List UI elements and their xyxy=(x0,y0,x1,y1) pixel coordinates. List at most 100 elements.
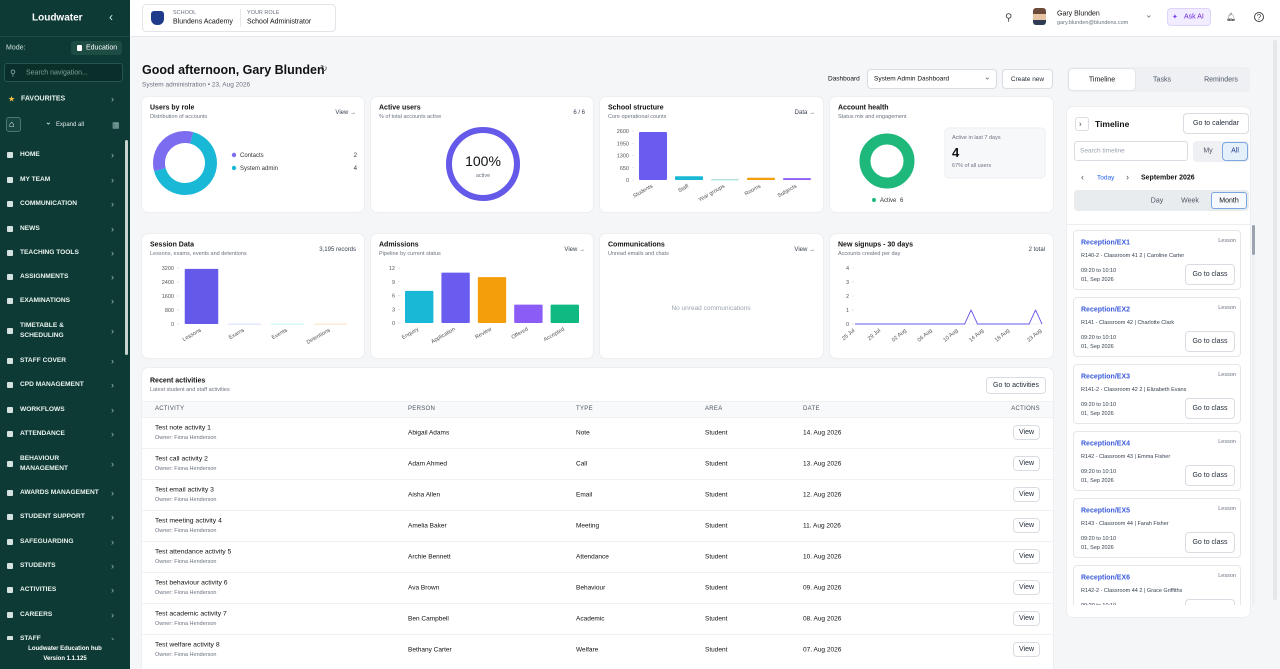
nav-item[interactable]: ASSIGNMENTS xyxy=(20,273,69,280)
event-title[interactable]: Reception/EX3 xyxy=(1081,373,1131,381)
chevron: › xyxy=(111,224,114,234)
nav-item[interactable]: STUDENT SUPPORT xyxy=(20,513,85,520)
nav-item[interactable]: COMMUNICATION xyxy=(20,200,78,207)
chevron-down: ⌄ xyxy=(45,117,52,127)
home-button[interactable] xyxy=(6,117,21,132)
go-to-class-button[interactable]: Go to class xyxy=(1185,331,1235,352)
nav-icon xyxy=(7,358,13,364)
view-button[interactable]: View xyxy=(1013,580,1040,595)
legend-swatch xyxy=(231,152,237,158)
nav-item[interactable]: TIMETABLE & SCHEDULING xyxy=(20,322,64,339)
card-subtitle: Distribution of accounts xyxy=(150,114,208,120)
nav-item[interactable]: MY TEAM xyxy=(20,176,51,183)
cell-type: Note xyxy=(576,429,590,437)
nav-item[interactable]: CAREERS xyxy=(20,611,53,618)
filter[interactable]: My xyxy=(1203,147,1213,155)
cell-date: 12. Aug 2026 xyxy=(803,491,842,499)
event-date: 01, Sep 2026 xyxy=(1081,344,1114,350)
view-button[interactable]: View xyxy=(1013,456,1040,471)
card-link[interactable]: Data → xyxy=(794,110,815,116)
event-title[interactable]: Reception/EX2 xyxy=(1081,306,1131,314)
nav-icon xyxy=(7,274,13,280)
active-tab xyxy=(1069,69,1135,90)
nav-item[interactable]: WORKFLOWS xyxy=(20,406,65,413)
timeline-search[interactable] xyxy=(1074,141,1188,161)
nav-item[interactable]: STUDENTS xyxy=(20,562,56,569)
bar xyxy=(746,177,776,180)
activity-owner: Owner: Fiona Henderson xyxy=(155,497,217,503)
go-to-activities-button[interactable]: Go to activities xyxy=(986,377,1046,394)
expand-all[interactable]: Expand all xyxy=(56,122,85,128)
go-to-class-button[interactable]: Go to class xyxy=(1185,532,1235,553)
event-time: 09:20 to 10:10 xyxy=(1081,603,1116,605)
go-to-class-button[interactable]: Go to class xyxy=(1185,398,1235,419)
event-details: R142 - Classroom 43 | Emma Fisher xyxy=(1081,454,1171,460)
cell-date: 07. Aug 2026 xyxy=(803,646,842,654)
card-link[interactable]: View → xyxy=(335,110,356,116)
legend-swatch xyxy=(872,198,876,202)
go-to-class-button[interactable]: Go to class xyxy=(1185,599,1235,605)
nav-item[interactable]: HOME xyxy=(20,151,40,158)
nav-item[interactable]: EXAMINATIONS xyxy=(20,297,71,304)
view-button[interactable]: View xyxy=(1013,518,1040,533)
go-to-calendar-button[interactable]: Go to calendar xyxy=(1183,113,1249,134)
cell-date: 13. Aug 2026 xyxy=(803,460,842,468)
event-title[interactable]: Reception/EX4 xyxy=(1081,440,1131,448)
school-selector[interactable] xyxy=(142,4,336,32)
filter[interactable]: All xyxy=(1231,147,1239,155)
view-option[interactable]: Week xyxy=(1181,197,1199,205)
nav-item[interactable]: TEACHING TOOLS xyxy=(20,249,79,256)
cell-type: Behaviour xyxy=(576,584,606,592)
tab[interactable]: Reminders xyxy=(1204,76,1238,84)
cell-type: Call xyxy=(576,460,588,468)
view-button[interactable]: View xyxy=(1013,549,1040,564)
card-title: New signups - 30 days xyxy=(838,241,914,249)
tab[interactable]: Timeline xyxy=(1088,76,1116,84)
view-button[interactable]: View xyxy=(1013,611,1040,626)
nav-item[interactable]: AWARDS MANAGEMENT xyxy=(20,489,99,496)
y-tick-label: 12 xyxy=(389,266,395,272)
chevron: › xyxy=(1079,119,1082,129)
card: School structure Core operational counts D… xyxy=(600,97,823,212)
card-link[interactable]: View → xyxy=(794,247,815,253)
view-option[interactable]: Month xyxy=(1219,197,1239,205)
expand-button[interactable] xyxy=(1075,117,1089,131)
view: View xyxy=(1018,522,1035,529)
view-button[interactable]: View xyxy=(1013,487,1040,502)
mode-label: Mode: xyxy=(6,44,26,52)
nav-item[interactable]: BEHAVIOUR MANAGEMENT xyxy=(20,455,68,472)
ask-ai-button[interactable] xyxy=(1167,8,1211,26)
ask-ai: Ask AI xyxy=(1184,13,1204,21)
view-option[interactable]: Day xyxy=(1150,197,1164,205)
activity-owner: Owner: Fiona Henderson xyxy=(155,652,217,658)
event-title[interactable]: Reception/EX1 xyxy=(1081,239,1131,247)
today-link[interactable]: Today xyxy=(1097,174,1115,182)
nav-search[interactable] xyxy=(4,63,123,82)
create-new-button[interactable]: Create new xyxy=(1002,69,1053,89)
view-button[interactable]: View xyxy=(1013,425,1040,440)
event-title[interactable]: Reception/EX6 xyxy=(1081,574,1131,582)
event-card xyxy=(1073,297,1241,357)
nav-item[interactable]: CPD MANAGEMENT xyxy=(20,381,84,388)
cell-area: Student xyxy=(705,646,728,654)
event-title[interactable]: Reception/EX5 xyxy=(1081,507,1131,515)
nav-item[interactable]: NEWS xyxy=(20,225,40,232)
go-to-class-button[interactable]: Go to class xyxy=(1185,465,1235,486)
card: Admissions Pipeline by current status View… xyxy=(371,234,593,358)
card-link[interactable]: View → xyxy=(564,247,585,253)
nav-item[interactable]: STAFF xyxy=(20,635,41,642)
nav-item[interactable]: ACTIVITIES xyxy=(20,586,57,593)
tab[interactable]: Tasks xyxy=(1153,76,1171,84)
go-to-class: Go to class xyxy=(1192,472,1228,479)
nav-item[interactable]: SAFEGUARDING xyxy=(20,538,74,545)
card-subtitle: Lessons, exams, events and detentions xyxy=(150,251,247,257)
nav-item[interactable]: STAFF COVER xyxy=(20,357,67,364)
go-to-class-button[interactable]: Go to class xyxy=(1185,264,1235,285)
chevron: › xyxy=(111,150,114,160)
nav-item[interactable]: ATTENDANCE xyxy=(20,430,65,437)
dashboard-select[interactable] xyxy=(867,69,997,89)
timeline-title: Timeline xyxy=(1095,119,1130,129)
view: View xyxy=(1018,429,1035,436)
card-subtitle: Unread emails and chats xyxy=(608,251,669,257)
view-button[interactable]: View xyxy=(1013,642,1040,657)
